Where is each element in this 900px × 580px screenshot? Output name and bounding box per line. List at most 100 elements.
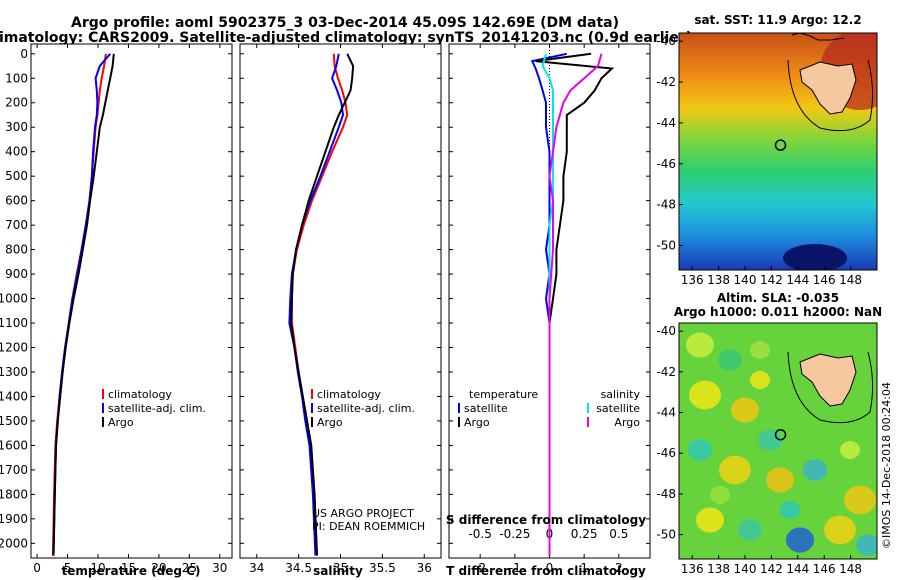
argo-position-marker-sla [774,428,787,441]
diff-xlabel-top: S difference from climatology [446,513,646,527]
x-tick-label: -2 [474,561,486,575]
y-tick-label: 600 [5,194,28,208]
sla-eddy [696,507,724,533]
sla-eddy [710,486,730,504]
sst-cold-patch [783,244,847,270]
x-tick-label: -1 [509,561,521,575]
map-y-tick-label: -40 [656,34,676,48]
legend-label: Argo [464,416,490,429]
pi-annotation: PI: DEAN ROEMMICH [312,520,425,533]
y-tick-label: 100 [5,71,28,85]
title-line1: Argo profile: aoml 5902375_3 03-Dec-2014… [71,15,619,31]
y-tick-label: 1800 [0,487,28,501]
series-argo [52,53,115,556]
map-x-tick-label: 148 [839,562,862,576]
plot-frame [30,43,233,559]
x-tick-label: 34 [249,561,264,575]
isobath-contour [787,59,874,132]
x-tick-label: 30 [212,561,227,575]
map-x-tick-label: 138 [707,273,730,287]
temperature-xlabel: temperature (deg C) [62,564,201,578]
sla-map: 136 138 140 142 144 146 148 -40 -42 -44 -46 -48 -50 [656,322,878,576]
legend-label: satellite [464,402,508,415]
map-x-tick-label: 136 [681,562,704,576]
y-tick-label: 1300 [0,365,28,379]
sla-eddy [840,441,860,459]
legend-label: satellite-adj. clim. [317,402,415,415]
map-y-tick-label: -48 [656,487,676,501]
map-x-tick-label: 146 [813,562,836,576]
sla-eddy [731,397,759,423]
sla-eddy [856,534,877,556]
sla-eddies [686,332,877,556]
legend-label: climatology [108,388,172,401]
x-tick-label: 34.5 [285,561,312,575]
sla-eddy [689,380,721,410]
map-x-tick-label: 136 [681,273,704,287]
sla-eddy [786,527,814,553]
sla-eddy [688,439,712,461]
x-tick-label: 15 [121,561,136,575]
y-tick-label: 2000 [0,536,28,550]
map-x-tick-label: 142 [760,273,783,287]
legend-label: climatology [317,388,381,401]
y-tick-label: 400 [5,145,28,159]
map-x-tick-label: 140 [734,562,757,576]
y-tick-label: 1200 [0,341,28,355]
map-x-tick-label: 140 [734,273,757,287]
y-tick-label: 300 [5,120,28,134]
series-argo [290,53,355,556]
tasmania-land-sla [799,353,857,407]
project-annotation: US ARGO PROJECT [312,507,414,520]
y-tick-label: 1900 [0,512,28,526]
y-tick-label: 900 [5,267,28,281]
legend-label: Argo [317,416,343,429]
y-tick-label: 1100 [0,316,28,330]
sla-eddy [738,519,762,541]
y-tick-label: 200 [5,96,28,110]
title-line2: Climatology: CARS2009. Satellite-adjuste… [0,30,692,46]
sla-eddy [719,455,751,485]
top-tick-label: -0.25 [499,527,530,541]
x-tick-label: 20 [151,561,166,575]
sla-map-frame [678,322,878,560]
map-x-tick-label: 144 [786,562,809,576]
map-y-tick-label: -50 [656,528,676,542]
sla-eddy [844,485,876,515]
legend-label: Argo [108,416,134,429]
map-y-tick-label: -42 [656,365,676,379]
legend-label: Argo [614,416,640,429]
sla-eddy [824,515,856,545]
tasmania-land [799,61,857,115]
map-x-tick-label: 142 [760,562,783,576]
x-tick-label: 1 [580,561,588,575]
sla-eddy [718,349,742,371]
map-x-tick-label: 138 [707,562,730,576]
y-tick-label: 700 [5,218,28,232]
sla-eddy [750,341,770,359]
map-y-tick-label: -44 [656,116,676,130]
top-tick-label: 0.25 [571,527,598,541]
y-tick-label: 1400 [0,389,28,403]
isobath-contour-sla [787,351,874,424]
map-y-tick-label: -40 [656,324,676,338]
y-tick-label: 1600 [0,438,28,452]
map-y-tick-label: -42 [656,75,676,89]
y-tick-label: 0 [20,47,28,61]
x-tick-label: 35 [333,561,348,575]
y-tick-label: 1000 [0,292,28,306]
x-tick-label: 0 [33,561,41,575]
x-tick-label: 5 [64,561,72,575]
y-tick-label: 1500 [0,414,28,428]
top-tick-label: -0.5 [468,527,491,541]
sla-map-ticks: 136 138 140 142 144 146 148 -40 -42 -44 -46 -48 -50 [656,324,862,576]
map-x-tick-label: 146 [813,273,836,287]
map-y-tick-label: -44 [656,406,676,420]
sla-eddy [750,371,770,389]
x-tick-label: 35.5 [369,561,396,575]
legend-heading: salinity [601,388,641,401]
map-y-tick-label: -48 [656,198,676,212]
top-tick-label: 0.5 [609,527,628,541]
sst-map: 136 138 140 142 144 146 148 -40 -42 -44 -46 -48 -50 [656,32,878,287]
